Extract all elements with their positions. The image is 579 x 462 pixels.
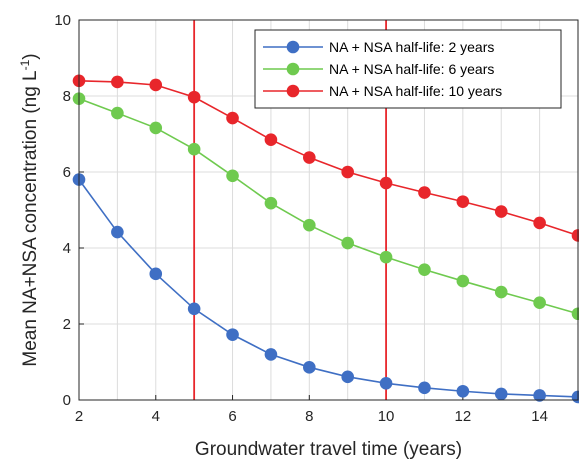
data-point <box>456 384 470 398</box>
data-point <box>533 389 546 402</box>
data-point <box>379 176 393 190</box>
legend-swatch-marker <box>286 62 300 76</box>
data-point <box>226 169 239 183</box>
data-point <box>533 296 546 310</box>
x-tick-label: 6 <box>228 408 236 425</box>
legend-label: NA + NSA half-life: 6 years <box>329 61 494 77</box>
x-tick-labels: 2 4 6 8 10 12 14 <box>75 408 548 425</box>
data-point <box>571 307 579 321</box>
x-tick-label: 14 <box>531 408 548 425</box>
data-point <box>303 361 316 374</box>
plot-frame <box>78 19 579 401</box>
data-point <box>149 267 163 281</box>
data-point <box>111 225 124 239</box>
legend-entry: NA + NSA half-life: 10 years <box>263 83 502 99</box>
x-tick-label: 4 <box>152 408 160 425</box>
data-point <box>456 195 470 208</box>
data-point <box>187 302 201 316</box>
data-point <box>264 348 278 361</box>
data-point <box>226 328 239 341</box>
data-point <box>379 250 393 264</box>
y-tick-label: 10 <box>54 12 71 29</box>
data-point <box>149 121 163 135</box>
data-point <box>341 236 354 250</box>
series-line <box>78 97 579 315</box>
x-tick-label: 8 <box>305 408 313 425</box>
y-tick-label: 2 <box>63 316 71 333</box>
series-line <box>78 80 579 237</box>
series-2 <box>72 92 579 321</box>
legend: NA + NSA half-life: 2 years NA + NSA half… <box>254 29 562 109</box>
data-point <box>418 186 431 199</box>
series-1 <box>72 173 579 404</box>
legend-swatch-marker <box>286 84 300 98</box>
data-point <box>571 229 579 242</box>
y-tick-label: 0 <box>63 392 71 409</box>
data-point <box>494 387 508 401</box>
data-point <box>264 133 278 146</box>
legend-entry: NA + NSA half-life: 2 years <box>263 39 494 55</box>
series-line <box>78 179 579 398</box>
data-point <box>111 75 124 89</box>
y-tick-label: 6 <box>63 164 71 181</box>
y-axis-title-superscript: -1 <box>18 59 32 70</box>
y-tick-labels: 0 2 4 6 8 10 <box>54 12 71 409</box>
x-tick-label: 10 <box>378 408 395 425</box>
data-point <box>456 274 470 288</box>
series-3 <box>72 74 579 242</box>
data-point <box>379 376 393 390</box>
legend-swatch-marker <box>286 40 300 54</box>
data-point <box>187 90 201 104</box>
data-point <box>187 142 201 156</box>
x-tick-label: 12 <box>455 408 472 425</box>
data-point <box>533 216 546 230</box>
x-axis-title: Groundwater travel time (years) <box>195 439 462 460</box>
data-point <box>303 151 316 164</box>
legend-label: NA + NSA half-life: 2 years <box>329 39 494 55</box>
y-axis-title: Mean NA+NSA concentration (ng L-1) <box>18 53 41 366</box>
y-tick-label: 8 <box>63 88 71 105</box>
data-point <box>264 196 278 210</box>
legend-entry: NA + NSA half-life: 6 years <box>263 61 494 77</box>
y-tick-label: 4 <box>63 240 71 257</box>
data-point <box>149 78 163 92</box>
data-point <box>226 111 239 125</box>
series-group <box>72 74 579 404</box>
data-point <box>303 218 316 232</box>
data-point <box>494 285 508 299</box>
legend-label: NA + NSA half-life: 10 years <box>329 83 502 99</box>
data-point <box>111 106 124 120</box>
y-axis-title-close: ) <box>20 53 41 59</box>
data-point <box>418 263 431 276</box>
data-point <box>341 165 354 179</box>
data-point <box>494 205 508 218</box>
x-tick-label: 2 <box>75 408 83 425</box>
data-point <box>418 381 431 395</box>
data-point <box>341 370 354 384</box>
y-axis-title-main: Mean NA+NSA concentration (ng L <box>20 70 41 366</box>
